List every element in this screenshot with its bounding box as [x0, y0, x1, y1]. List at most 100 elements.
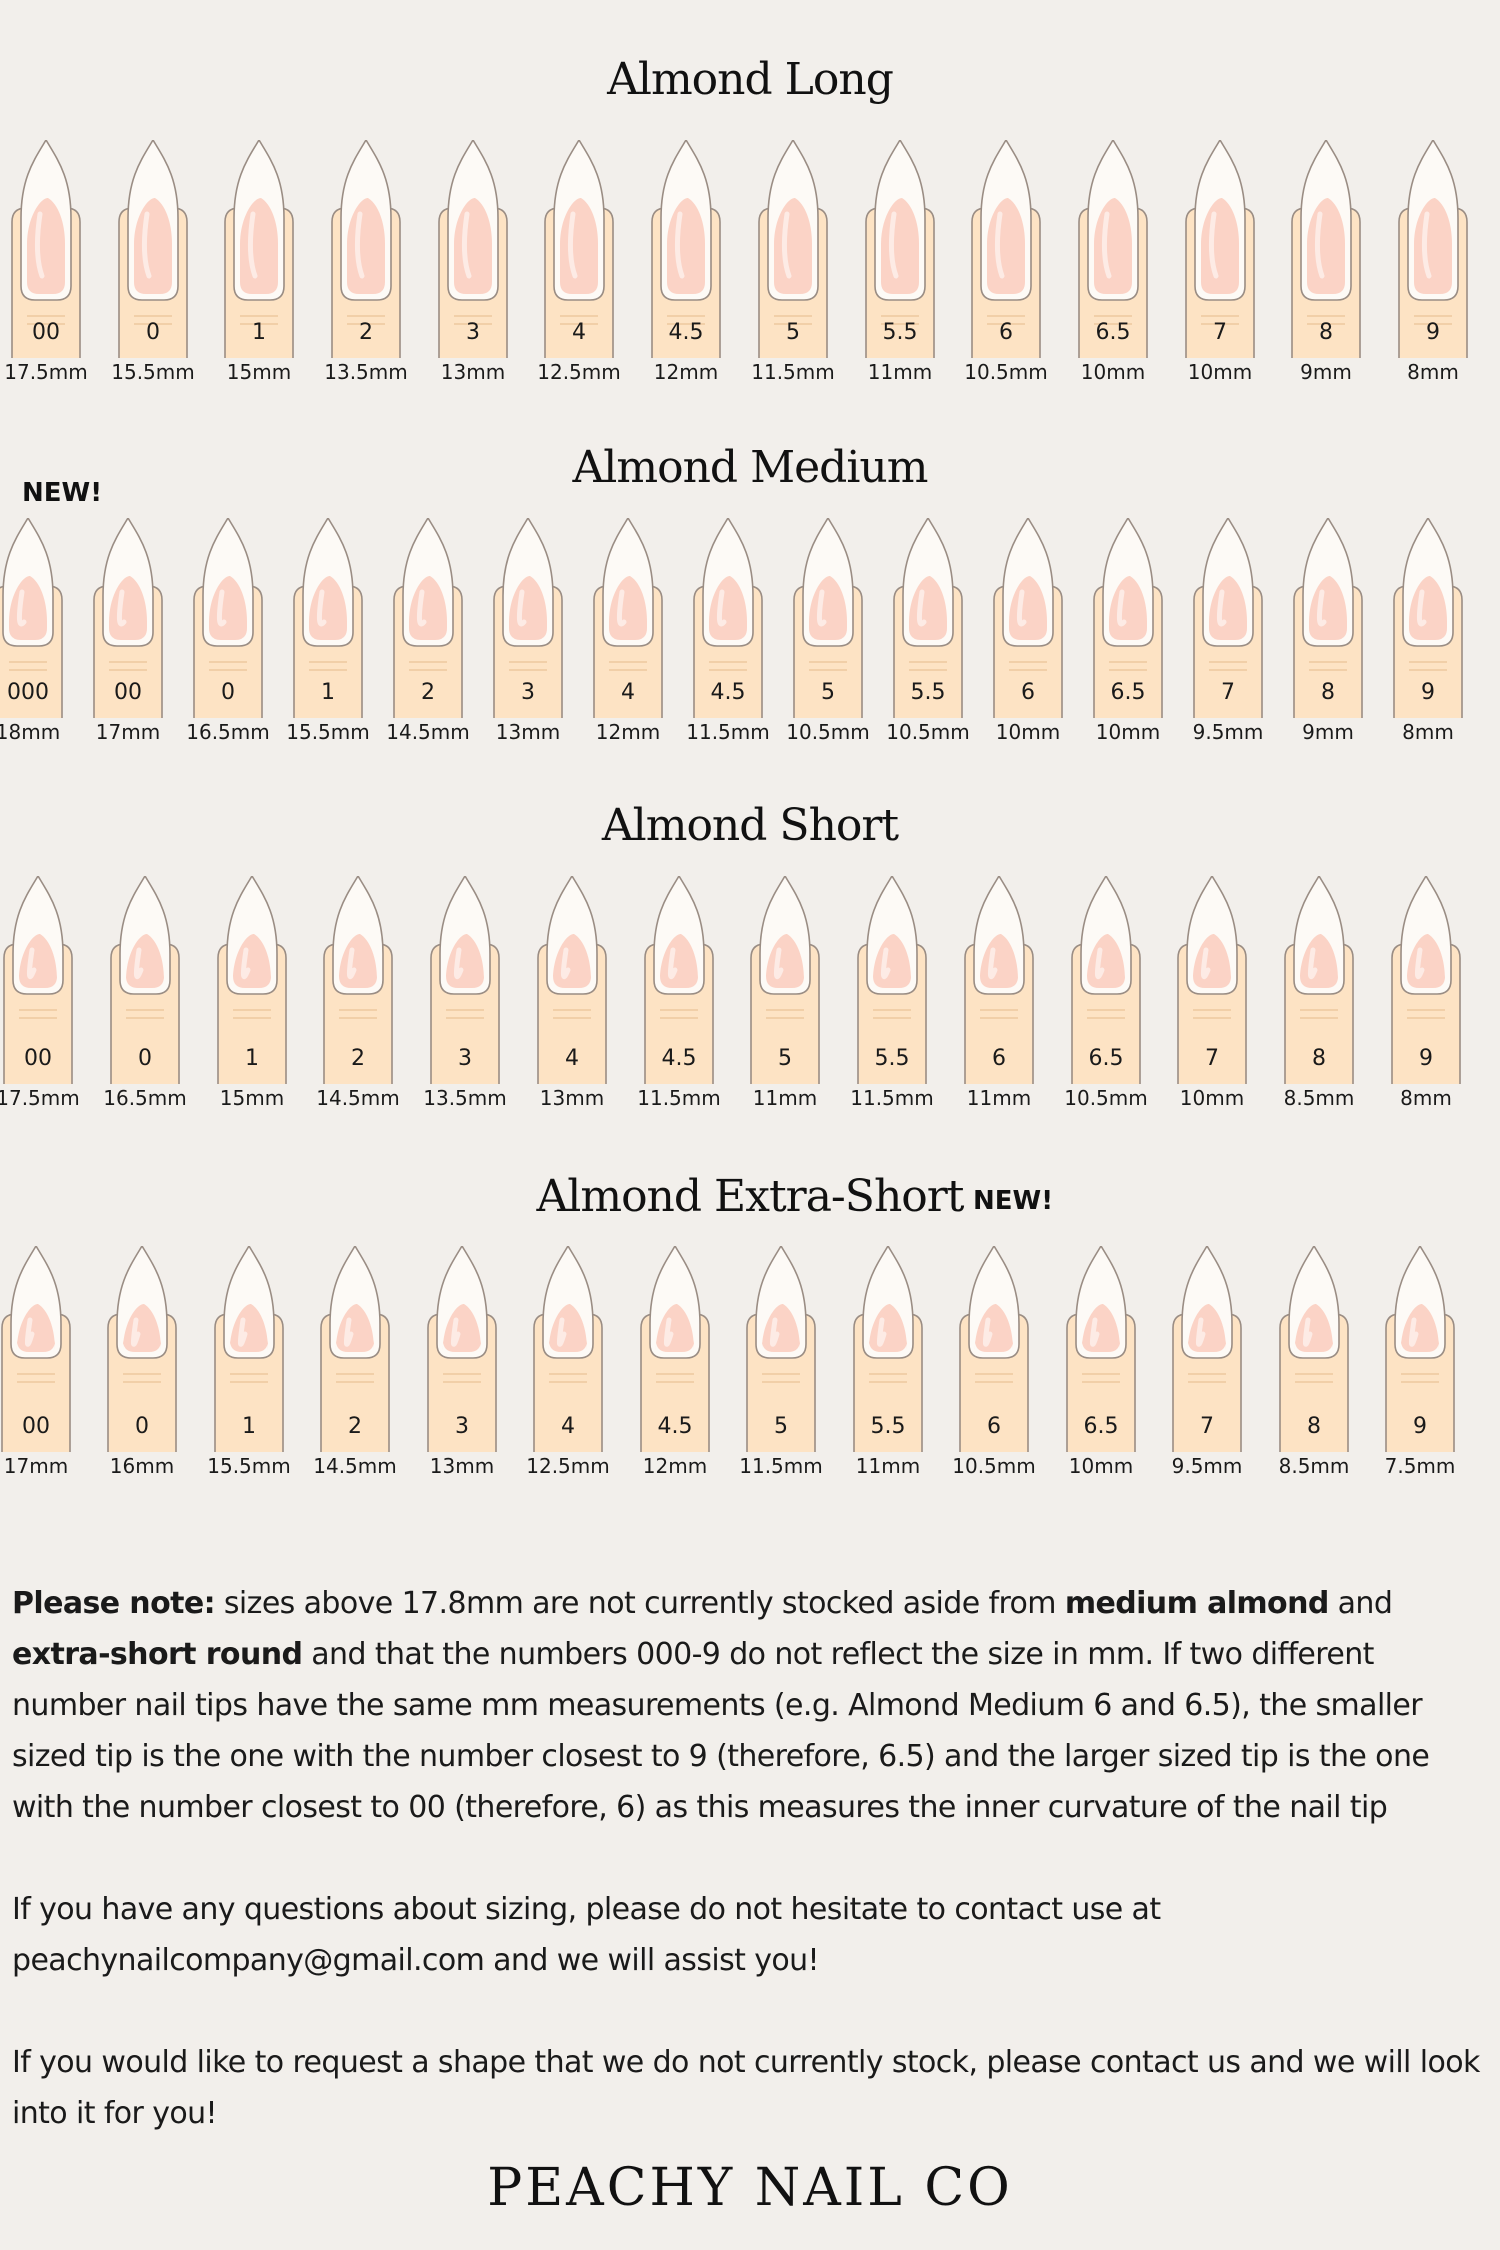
size-number: 9: [1413, 1414, 1427, 1439]
finger-illustration: [993, 518, 1063, 718]
size-mm: 8mm: [1407, 360, 1459, 384]
finger-illustration: [224, 140, 294, 358]
size-number: 5: [786, 320, 800, 345]
finger-illustration: [93, 518, 163, 718]
nail-size-0: 0 16.5mm: [103, 876, 187, 1124]
size-number: 00: [22, 1414, 50, 1439]
size-number: 6.5: [1110, 680, 1146, 705]
nail-size-6: 6 10.5mm: [952, 1246, 1036, 1492]
size-mm: 17.5mm: [0, 1086, 80, 1110]
nail-size-9: 9 8mm: [1390, 876, 1462, 1124]
brand-wordmark: PEACHY NAIL CO: [487, 2158, 1013, 2218]
nail-size-5.5: 5.5 11.5mm: [850, 876, 934, 1124]
nail-size-00: 00 17.5mm: [4, 140, 88, 398]
finger-illustration: [1291, 140, 1361, 358]
size-number: 4.5: [668, 320, 704, 345]
finger-illustration: [1, 1246, 71, 1452]
finger-illustration: [427, 1246, 497, 1452]
section-title: Almond Short: [601, 800, 899, 851]
nail-size-6.5: 6.5 10mm: [1092, 518, 1164, 758]
size-number: 4.5: [661, 1046, 697, 1071]
size-mm: 16mm: [109, 1454, 175, 1478]
size-mm: 9.5mm: [1192, 720, 1264, 744]
size-mm: 11mm: [855, 1454, 921, 1478]
nail-size-00: 00 17mm: [92, 518, 164, 758]
nail-size-6.5: 6.5 10.5mm: [1064, 876, 1148, 1124]
size-mm: 17mm: [95, 720, 161, 744]
size-mm: 13mm: [495, 720, 561, 744]
nail-size-4: 4 12.5mm: [526, 1246, 610, 1492]
finger-illustration: [959, 1246, 1029, 1452]
size-number: 3: [466, 320, 480, 345]
finger-illustration: [3, 876, 73, 1084]
size-mm: 15mm: [226, 360, 292, 384]
finger-illustration: [544, 140, 614, 358]
size-number: 4: [572, 320, 586, 345]
finger-illustration: [1193, 518, 1263, 718]
nail-size-7: 7 9.5mm: [1171, 1246, 1243, 1492]
size-number: 0: [135, 1414, 149, 1439]
nail-size-0: 0 16.5mm: [186, 518, 270, 758]
nail-size-7: 7 10mm: [1176, 876, 1248, 1124]
nail-size-0: 0 15.5mm: [111, 140, 195, 398]
note-paragraph-3: If you would like to request a shape tha…: [12, 2045, 1480, 2131]
size-number: 00: [114, 680, 142, 705]
nail-size-5.5: 5.5 10.5mm: [886, 518, 970, 758]
size-mm: 10.5mm: [1064, 1086, 1148, 1110]
size-mm: 10.5mm: [964, 360, 1048, 384]
size-number: 1: [252, 320, 266, 345]
nail-size-5: 5 10.5mm: [786, 518, 870, 758]
nail-size-2: 2 14.5mm: [313, 1246, 397, 1492]
size-number: 7: [1213, 320, 1227, 345]
finger-illustration: [644, 876, 714, 1084]
size-number: 2: [421, 680, 435, 705]
size-number: 6.5: [1088, 1046, 1124, 1071]
nail-size-5: 5 11.5mm: [751, 140, 835, 398]
size-mm: 8.5mm: [1283, 1086, 1355, 1110]
size-number: 1: [321, 680, 335, 705]
size-mm: 10mm: [1068, 1454, 1134, 1478]
size-number: 4: [621, 680, 635, 705]
nail-size-3: 3 13mm: [426, 1246, 498, 1492]
nail-size-3: 3 13mm: [437, 140, 509, 398]
finger-illustration: [293, 518, 363, 718]
size-mm: 12mm: [595, 720, 661, 744]
size-mm: 10mm: [995, 720, 1061, 744]
size-number: 1: [245, 1046, 259, 1071]
size-mm: 12.5mm: [537, 360, 621, 384]
finger-illustration: [107, 1246, 177, 1452]
nail-size-7: 7 9.5mm: [1192, 518, 1264, 758]
nail-size-1: 1 15mm: [216, 876, 288, 1124]
size-number: 6.5: [1095, 320, 1131, 345]
finger-illustration: [331, 140, 401, 358]
size-mm: 10.5mm: [952, 1454, 1036, 1478]
size-mm: 7.5mm: [1384, 1454, 1456, 1478]
nail-size-2: 2 14.5mm: [386, 518, 470, 758]
finger-illustration: [865, 140, 935, 358]
size-mm: 9.5mm: [1171, 1454, 1243, 1478]
size-number: 5: [778, 1046, 792, 1071]
nail-size-5.5: 5.5 11mm: [864, 140, 936, 398]
nail-size-1: 1 15.5mm: [286, 518, 370, 758]
nail-size-000: 000 18mm: [0, 518, 64, 758]
finger-illustration: [1398, 140, 1468, 358]
finger-illustration: [110, 876, 180, 1084]
size-mm: 11.5mm: [637, 1086, 721, 1110]
size-number: 5.5: [910, 680, 946, 705]
nail-size-6.5: 6.5 10mm: [1065, 1246, 1137, 1492]
size-number: 4.5: [710, 680, 746, 705]
size-number: 2: [359, 320, 373, 345]
size-mm: 12.5mm: [526, 1454, 610, 1478]
size-mm: 13.5mm: [423, 1086, 507, 1110]
finger-illustration: [964, 876, 1034, 1084]
nail-size-9: 9 8mm: [1397, 140, 1469, 398]
finger-illustration: [640, 1246, 710, 1452]
size-number: 6: [999, 320, 1013, 345]
finger-illustration: [0, 518, 63, 718]
size-number: 0: [146, 320, 160, 345]
nail-size-8: 8 9mm: [1292, 518, 1364, 758]
size-mm: 11mm: [867, 360, 933, 384]
nail-size-8: 8 8.5mm: [1278, 1246, 1350, 1492]
size-mm: 11.5mm: [751, 360, 835, 384]
size-number: 4: [565, 1046, 579, 1071]
